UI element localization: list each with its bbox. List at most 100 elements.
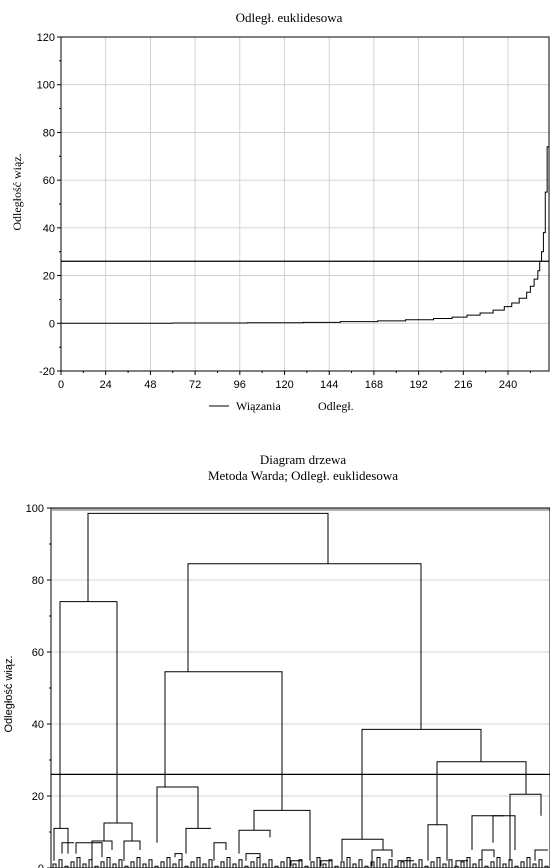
dendrogram-leaf-link: [130, 861, 135, 868]
dendrogram-leaf-link: [250, 861, 255, 868]
dendrogram-link: [185, 827, 211, 854]
x-tick-label: 120: [275, 379, 293, 391]
dendrogram-link: [238, 829, 271, 854]
dendrogram-leaf-link: [148, 859, 153, 868]
dendrogram-leaf-link: [124, 865, 129, 868]
dendrogram-leaf-link: [310, 861, 315, 868]
dendrogram-link: [213, 842, 227, 861]
chart1-y-ticks: -20 0 20 40 60 80 100 120: [37, 32, 61, 378]
chart1-ylabel: Odległość wiąz.: [10, 153, 24, 230]
dendrogram-link-right: [187, 563, 422, 730]
dendrogram-link: [371, 849, 393, 867]
dendrogram-leaf-link: [184, 865, 189, 868]
dendrogram-link: [534, 849, 548, 861]
dendrogram-leaf-link: [118, 859, 123, 868]
dendrogram-leaf-link: [388, 859, 393, 868]
chart2-top-minor-ticks: [52, 508, 550, 511]
dendrogram-leaf-link: [208, 859, 213, 868]
dendrogram-link: [53, 827, 69, 861]
x-tick-label: 240: [499, 379, 517, 391]
dendrogram-link: [455, 860, 468, 867]
dendrogram-leaf-link: [328, 859, 333, 868]
chart2-grid: [51, 507, 550, 868]
dendrogram-tree: [52, 512, 549, 868]
dendrogram-leaf-link: [220, 861, 225, 868]
dendrogram-leaf-link: [298, 859, 303, 868]
dendrogram-root-link: [87, 512, 329, 602]
chart2-subtitle: Metoda Warda; Odległ. euklidesowa: [208, 468, 398, 483]
dendrogram-leaf-link: [172, 863, 177, 868]
dendrogram-link: [156, 786, 199, 843]
y-tick-label: 60: [43, 175, 55, 187]
dendrogram-link: [174, 853, 183, 861]
dendrogram-leaf-link: [52, 863, 57, 868]
x-tick-label: 96: [234, 379, 246, 391]
dendrogram-leaf-link: [292, 863, 297, 868]
chart1-title: Odległ. euklidesowa: [236, 10, 343, 25]
x-tick-label: 168: [365, 379, 383, 391]
dendrogram-link: [509, 793, 542, 861]
dendrogram-leaf-link: [238, 859, 243, 868]
dendrogram-link: [91, 840, 113, 861]
chart1-plot-frame: [60, 36, 550, 372]
dendrogram-leaf-link: [478, 859, 483, 868]
dendrogram-leaf-link: [436, 857, 441, 868]
dendrogram-leaf-link: [382, 863, 387, 868]
dendrogram-leaf-link: [214, 865, 219, 868]
dendrogram-leaf-link: [358, 859, 363, 868]
dendrogram-leaf-link: [196, 857, 201, 868]
dendrogram-link: [75, 842, 103, 858]
dendrogram-leaf-link: [232, 863, 237, 868]
dendrogram-leaf-link: [340, 861, 345, 868]
dendrogram-leaf-link: [502, 863, 507, 868]
y-tick-label: 0: [38, 863, 44, 868]
dendrogram-leaf-link: [484, 865, 489, 868]
dendrogram-leaf-link: [406, 857, 411, 868]
dendrogram-leaf-link: [520, 861, 525, 868]
y-tick-label: 80: [43, 127, 55, 139]
dendrogram-link-far-right: [361, 728, 482, 840]
dendrogram-leaf-link: [322, 863, 327, 868]
chart1-grid: [60, 36, 549, 372]
chart2-plot-frame: [50, 507, 550, 868]
x-tick-label: 72: [189, 379, 201, 391]
dendrogram-link: [290, 860, 302, 867]
linkage-distance-chart: Odległ. euklidesowa Odległość wiąz. -200…: [10, 10, 550, 413]
x-tick-label: 192: [409, 379, 427, 391]
x-tick-label: 144: [320, 379, 338, 391]
dendrogram-leaf-link: [454, 865, 459, 868]
x-tick-label: 48: [144, 379, 156, 391]
dendrogram-leaf-link: [160, 861, 165, 868]
dendrogram-leaf-link: [532, 863, 537, 868]
dendrogram-leaf-link: [424, 865, 429, 868]
dendrogram-leaf-link: [430, 861, 435, 868]
dendrogram-leaf-link: [268, 859, 273, 868]
dendrogram-leaf-link: [448, 859, 453, 868]
dendrogram-link: [471, 815, 504, 850]
dendrogram-leaf-link: [76, 857, 81, 868]
dendrogram-link-mid: [164, 671, 283, 811]
legend-label-series: Odległ.: [318, 399, 354, 413]
dendrogram-leaf-link: [244, 865, 249, 868]
dendrogram-leaf-link: [472, 863, 477, 868]
dendrogram-leaf-link: [352, 863, 357, 868]
dendrogram-leaf-link: [400, 861, 405, 868]
y-tick-label: 20: [43, 271, 55, 283]
tree-diagram-chart: Diagram drzewa Metoda Warda; Odległ. euk…: [3, 452, 550, 868]
dendrogram-leaf-link: [274, 865, 279, 868]
dendrogram-leaf-link: [94, 865, 99, 868]
dendrogram-leaf-link: [226, 857, 231, 868]
dendrogram-leaf-link: [496, 857, 501, 868]
x-tick-label: 0: [58, 379, 64, 391]
chart2-y-ticks: 0 20 40 60 80 100: [26, 503, 51, 868]
legend-label-line: Wiązania: [236, 399, 281, 413]
dendrogram-leaf-link: [112, 863, 117, 868]
chart1-x-ticks: 0 24 48 72 96 120 144 168 192 216 240: [58, 371, 531, 391]
dendrogram-link: [397, 860, 414, 867]
y-tick-label: 100: [26, 503, 44, 515]
dendrogram-leaf-link: [418, 859, 423, 868]
dendrogram-leaf-link: [280, 861, 285, 868]
dendrogram-link: [253, 809, 311, 861]
dendrogram-link: [103, 822, 133, 841]
dendrogram-link-left: [59, 601, 118, 829]
